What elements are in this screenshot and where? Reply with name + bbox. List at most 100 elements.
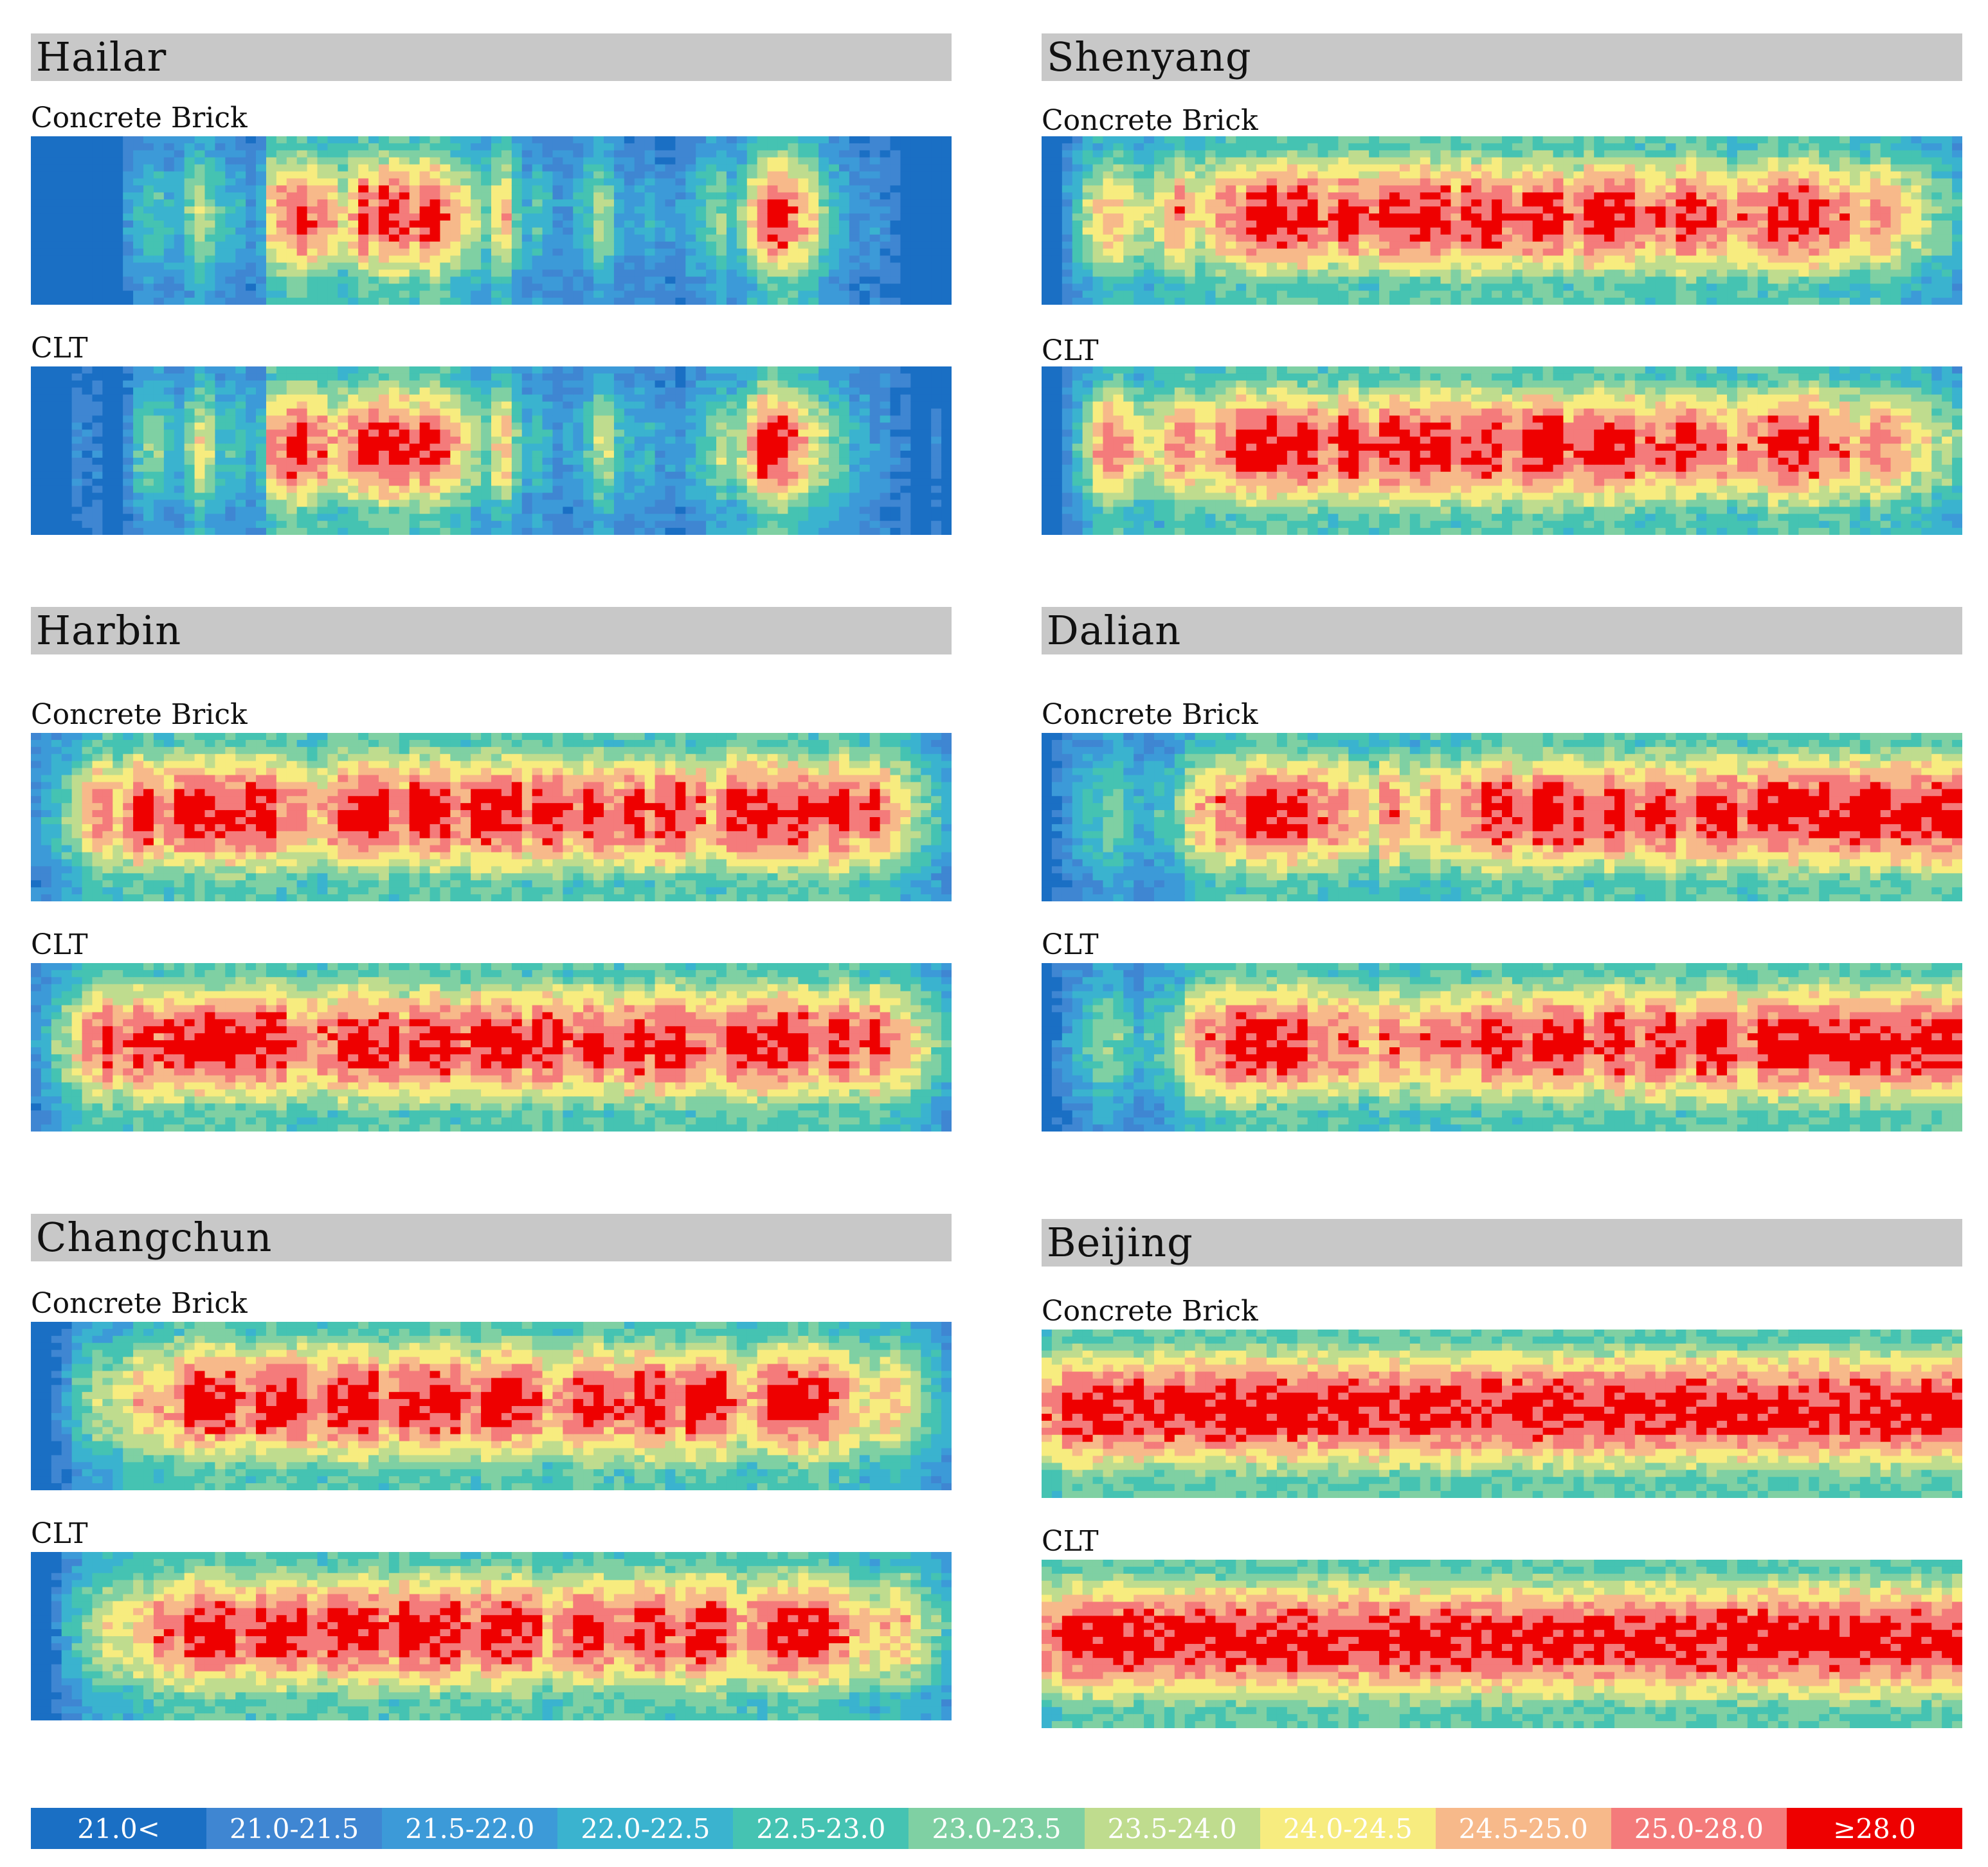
heat-cell bbox=[1082, 227, 1094, 235]
heat-cell bbox=[327, 227, 338, 235]
heat-cell bbox=[1297, 150, 1308, 158]
heat-cell bbox=[501, 164, 512, 172]
heat-cell bbox=[143, 143, 154, 151]
heat-cell bbox=[829, 492, 840, 501]
heat-cell bbox=[286, 199, 298, 207]
heat-cell bbox=[604, 192, 615, 200]
heat-cell bbox=[838, 171, 850, 179]
heat-cell bbox=[409, 485, 420, 494]
heat-cell bbox=[880, 227, 891, 235]
heat-cell bbox=[511, 136, 523, 144]
heat-cell bbox=[849, 255, 860, 264]
heat-cell bbox=[941, 298, 952, 305]
heat-cell bbox=[655, 507, 666, 514]
heat-cell bbox=[573, 206, 584, 214]
heat-cell bbox=[573, 521, 584, 528]
heat-cell bbox=[276, 171, 287, 179]
heat-cell bbox=[675, 269, 686, 277]
heat-cell bbox=[583, 514, 594, 521]
heat-cell bbox=[757, 437, 768, 444]
heat-cell bbox=[675, 387, 686, 395]
heat-cell bbox=[675, 429, 686, 437]
heat-cell bbox=[491, 464, 502, 473]
heat-cell bbox=[1164, 227, 1175, 235]
heat-cell bbox=[31, 171, 42, 179]
heat-cell bbox=[246, 429, 257, 437]
heat-cell bbox=[1164, 136, 1175, 144]
heat-cell bbox=[307, 366, 318, 374]
heat-cell bbox=[153, 429, 165, 437]
heat-cell bbox=[900, 206, 911, 214]
heat-cell bbox=[706, 500, 717, 507]
heat-cell bbox=[225, 199, 236, 207]
heat-cell bbox=[583, 492, 594, 501]
heat-cell bbox=[143, 373, 154, 381]
heat-cell bbox=[1154, 276, 1165, 284]
heat-cell bbox=[521, 221, 533, 228]
heat-cell bbox=[777, 164, 789, 172]
heat-cell bbox=[746, 415, 758, 423]
heat-cell bbox=[849, 394, 860, 402]
heat-cell bbox=[102, 521, 113, 528]
heat-cell bbox=[153, 415, 165, 423]
heat-cell bbox=[163, 143, 175, 151]
heat-cell bbox=[583, 157, 594, 165]
heat-cell bbox=[634, 387, 646, 395]
heat-cell bbox=[808, 485, 819, 494]
heat-cell bbox=[931, 150, 942, 158]
heat-cell bbox=[593, 387, 604, 395]
heat-cell bbox=[153, 157, 165, 165]
heat-cell bbox=[71, 387, 83, 395]
heat-cell bbox=[829, 373, 840, 381]
heat-cell bbox=[798, 164, 809, 172]
heat-cell bbox=[788, 373, 799, 381]
heat-cell bbox=[1195, 199, 1206, 207]
heat-cell bbox=[358, 437, 369, 444]
heat-cell bbox=[593, 164, 604, 172]
heat-cell bbox=[378, 262, 390, 271]
heat-cell bbox=[880, 394, 891, 402]
heat-cell bbox=[153, 521, 165, 528]
heat-cell bbox=[675, 366, 686, 374]
heat-cell bbox=[286, 500, 298, 507]
heat-cell bbox=[501, 241, 512, 249]
heat-cell bbox=[1307, 221, 1319, 228]
heat-cell bbox=[941, 521, 952, 528]
heat-cell bbox=[613, 408, 625, 417]
heat-cell bbox=[624, 471, 635, 480]
heat-cell bbox=[624, 199, 635, 207]
heat-cell bbox=[123, 387, 134, 395]
heat-cell bbox=[736, 178, 748, 186]
heat-cell bbox=[767, 136, 779, 144]
heat-cell bbox=[685, 298, 696, 305]
heat-cell bbox=[644, 241, 656, 249]
heat-cell bbox=[838, 373, 850, 381]
heat-cell bbox=[235, 507, 246, 514]
heat-cell bbox=[921, 401, 932, 410]
heat-cell bbox=[1205, 269, 1216, 277]
heat-cell bbox=[655, 136, 666, 144]
heat-cell bbox=[246, 528, 257, 535]
heat-cell bbox=[921, 366, 932, 374]
heat-cell bbox=[665, 269, 676, 277]
heat-cell bbox=[338, 380, 348, 388]
heat-cell bbox=[501, 415, 512, 423]
heat-cell bbox=[31, 157, 42, 165]
heat-cell bbox=[1225, 171, 1236, 179]
heat-cell bbox=[521, 464, 533, 473]
heat-cell bbox=[266, 507, 277, 514]
heat-cell bbox=[368, 464, 379, 473]
heat-cell bbox=[788, 291, 799, 298]
heat-cell bbox=[1246, 276, 1257, 284]
heat-cell bbox=[460, 248, 471, 257]
heat-cell bbox=[900, 234, 911, 242]
heat-cell bbox=[92, 500, 103, 507]
heat-cell bbox=[440, 478, 451, 487]
heat-cell bbox=[777, 408, 789, 417]
heat-cell bbox=[706, 213, 717, 221]
heat-cell bbox=[399, 422, 410, 430]
heat-cell bbox=[440, 401, 451, 410]
heat-cell bbox=[82, 485, 93, 494]
heat-cell bbox=[246, 143, 257, 151]
heat-cell bbox=[921, 485, 932, 494]
